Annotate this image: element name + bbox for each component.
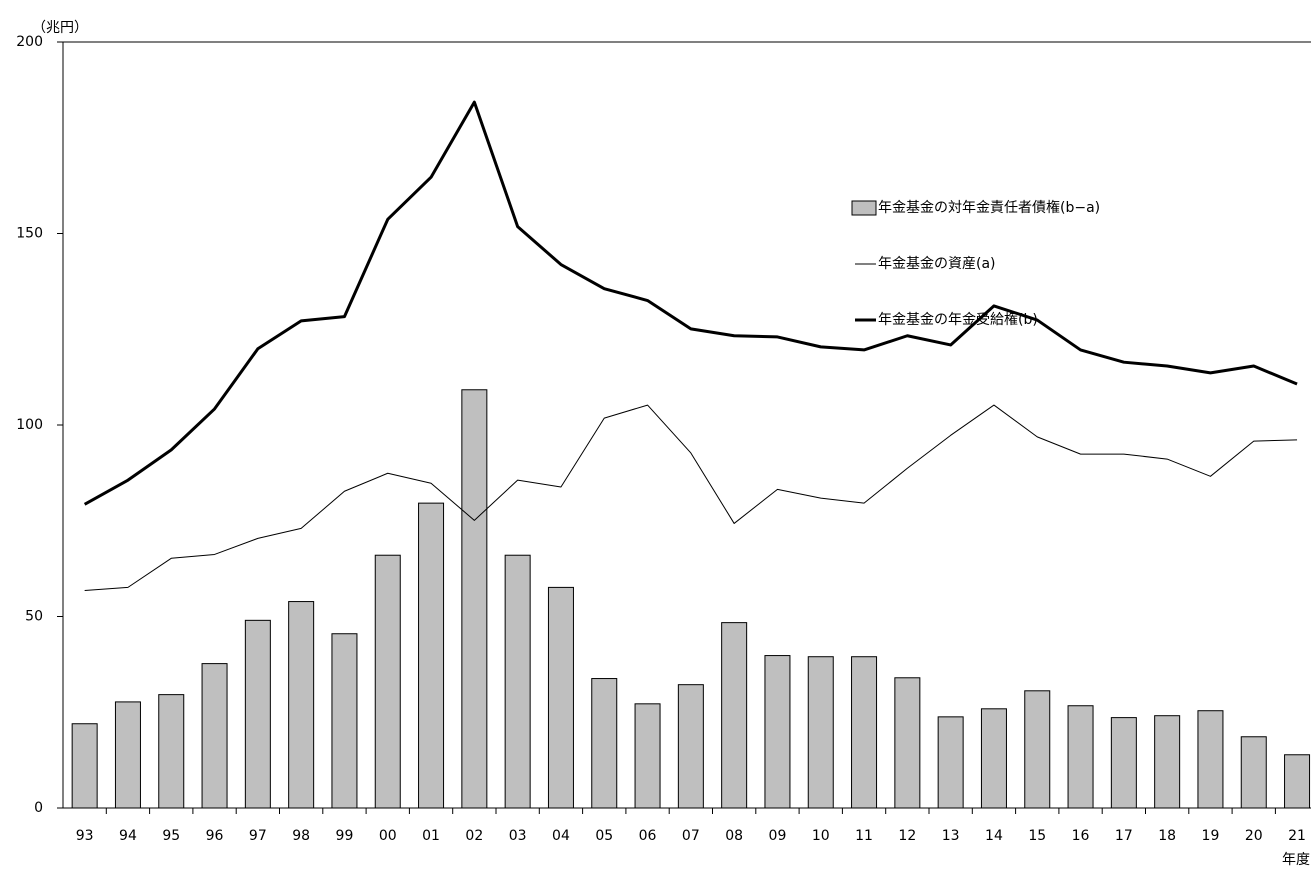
- x-tick-label: 96: [206, 828, 224, 844]
- x-tick-label: 06: [639, 828, 657, 844]
- legend-label: 年金基金の資産(a): [878, 255, 996, 272]
- bar: [980, 708, 1007, 809]
- x-tick-label: 99: [336, 828, 354, 844]
- x-tick-label: 01: [422, 828, 440, 844]
- x-tick-label: 18: [1158, 828, 1176, 844]
- unit-label: （兆円）: [32, 20, 88, 36]
- x-tick-label: 20: [1245, 828, 1263, 844]
- x-tick-label: 98: [292, 828, 310, 844]
- bar: [418, 502, 445, 809]
- bar: [201, 663, 228, 809]
- bar: [851, 656, 878, 809]
- x-tick-label: 21: [1288, 828, 1306, 844]
- bar: [894, 677, 921, 809]
- x-tick-label: 17: [1115, 828, 1133, 844]
- bar: [937, 716, 964, 809]
- x-tick-label: 02: [465, 828, 483, 844]
- x-tick-label: 13: [942, 828, 960, 844]
- bar: [504, 554, 531, 809]
- x-tick-label: 93: [76, 828, 94, 844]
- bar: [1197, 710, 1224, 809]
- x-tick-label: 04: [552, 828, 570, 844]
- x-tick-label: 95: [162, 828, 180, 844]
- x-tick-label: 19: [1202, 828, 1220, 844]
- x-tick-label: 12: [898, 828, 916, 844]
- bar: [1240, 736, 1267, 809]
- bar: [1024, 690, 1051, 809]
- x-tick-label: 08: [725, 828, 743, 844]
- x-tick-label: 11: [855, 828, 873, 844]
- x-tick-label: 94: [119, 828, 137, 844]
- bar: [721, 622, 748, 809]
- bar: [677, 684, 704, 809]
- bar: [764, 655, 791, 809]
- x-tick-label: 16: [1072, 828, 1090, 844]
- bar: [1110, 717, 1137, 809]
- bar: [71, 723, 98, 809]
- y-tick-label: 100: [16, 417, 43, 433]
- y-tick-label: 200: [16, 34, 43, 50]
- x-tick-label: 15: [1028, 828, 1046, 844]
- bar: [158, 694, 185, 809]
- bar: [461, 389, 488, 809]
- line: [83, 100, 1298, 506]
- bar: [1154, 715, 1181, 809]
- x-tick-label: 05: [595, 828, 613, 844]
- bar: [634, 703, 661, 809]
- bar: [288, 601, 315, 809]
- bar: [244, 619, 271, 809]
- x-axis-label: 年度: [1282, 852, 1310, 868]
- x-tick-label: 10: [812, 828, 830, 844]
- x-tick-label: 09: [769, 828, 787, 844]
- y-tick-label: 150: [16, 226, 43, 242]
- bar: [114, 701, 141, 809]
- x-tick-label: 00: [379, 828, 397, 844]
- bar: [1067, 705, 1094, 809]
- bar: [374, 554, 401, 809]
- bar: [807, 656, 834, 809]
- legend-label: 年金基金の対年金責任者債権(b−a): [878, 199, 1100, 216]
- bar: [591, 678, 618, 809]
- bar: [547, 586, 574, 809]
- x-tick-label: 14: [985, 828, 1003, 844]
- x-tick-label: 97: [249, 828, 267, 844]
- legend-label: 年金基金の年金受給権(b): [878, 311, 1038, 328]
- y-tick-label: 0: [34, 800, 43, 816]
- y-tick-label: 50: [25, 609, 43, 625]
- line: [84, 404, 1298, 591]
- x-tick-label: 07: [682, 828, 700, 844]
- legend-swatch: [851, 200, 877, 216]
- bar: [331, 633, 358, 809]
- bar: [1284, 754, 1311, 809]
- x-tick-label: 03: [509, 828, 527, 844]
